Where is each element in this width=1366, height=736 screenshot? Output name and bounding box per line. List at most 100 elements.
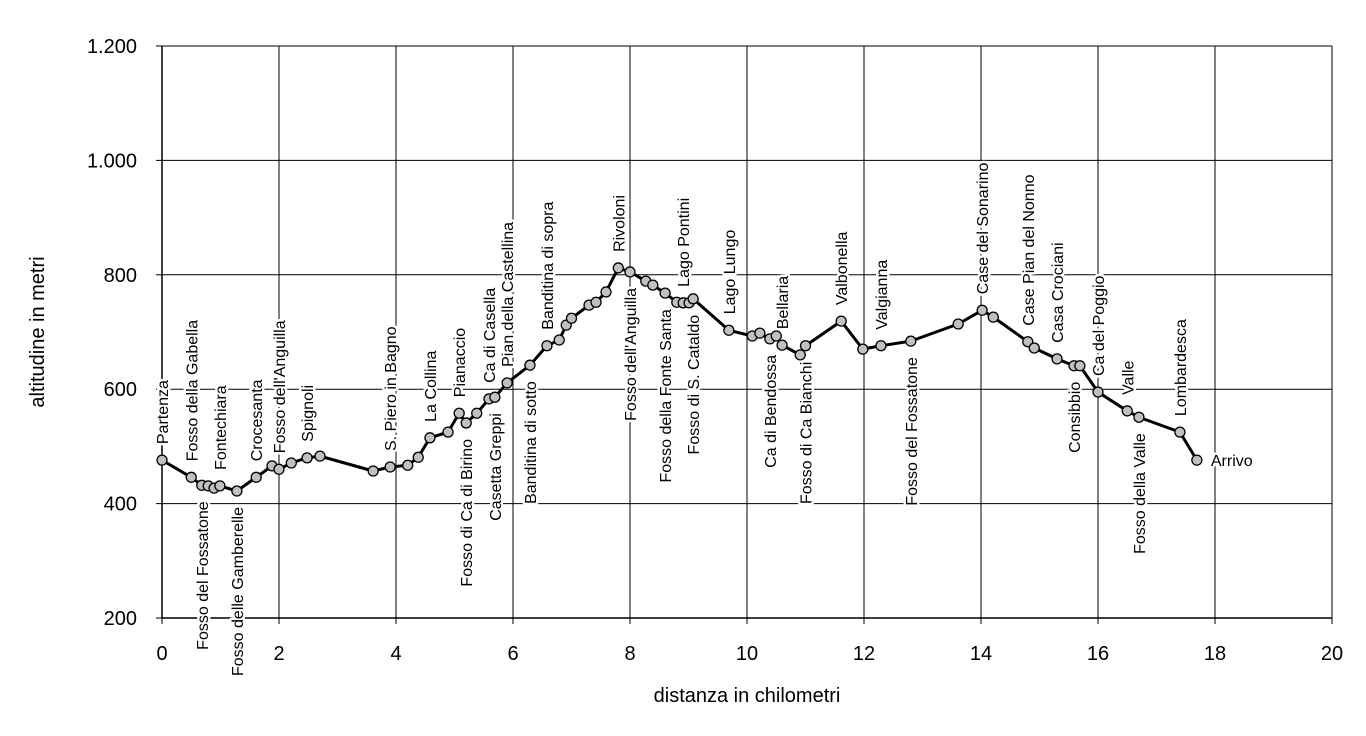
point-marker	[214, 480, 226, 492]
point-label: Valle	[1120, 360, 1137, 394]
point-marker	[250, 471, 262, 483]
point-marker	[524, 359, 536, 371]
point-marker	[489, 391, 501, 403]
y-tick-label: 200	[104, 608, 137, 630]
point-label: Fosso della Gabella	[184, 320, 201, 462]
x-tick-label: 8	[624, 643, 635, 665]
point-label: Ca di Bendossa	[763, 355, 780, 468]
point-marker	[794, 349, 806, 361]
point-label: Fosso del Fossatone	[195, 501, 212, 650]
point-marker	[231, 485, 243, 497]
point-marker	[952, 318, 964, 330]
point-marker	[754, 327, 766, 339]
point-marker	[453, 407, 465, 419]
point-marker	[301, 452, 313, 464]
point-marker	[424, 432, 436, 444]
point-marker	[687, 293, 699, 305]
x-axis-title: distanza in chilometri	[654, 685, 841, 707]
point-label: Casa Crociani	[1050, 242, 1067, 342]
x-tick-label: 6	[507, 643, 518, 665]
point-marker	[384, 461, 396, 473]
point-label: Ca di Casella	[482, 288, 499, 383]
point-label: Fosso di S. Cataldo	[686, 315, 703, 455]
point-marker	[412, 451, 424, 463]
point-marker	[905, 335, 917, 347]
point-marker	[185, 471, 197, 483]
y-tick-label: 1.200	[87, 36, 137, 58]
point-label: Valbonella	[834, 231, 851, 305]
point-label: Casetta Greppi	[488, 413, 505, 521]
x-tick-label: 2	[273, 643, 284, 665]
x-tick-label: 16	[1087, 643, 1109, 665]
point-marker	[770, 330, 782, 342]
point-label: S. Piero in Bagno	[383, 326, 400, 451]
point-marker	[1092, 386, 1104, 398]
point-label: Partenza	[155, 380, 172, 444]
x-tick-label: 4	[390, 643, 401, 665]
point-label: Lombardesca	[1173, 319, 1190, 416]
point-marker	[460, 417, 472, 429]
point-label: Lago Lungo	[722, 230, 739, 315]
point-marker	[553, 334, 565, 346]
point-label: Fosso dell'Anguilla	[272, 320, 289, 453]
x-tick-label: 0	[156, 643, 167, 665]
point-label: Consibbio	[1067, 382, 1084, 453]
point-marker	[987, 311, 999, 323]
point-label: Pianaccio	[452, 328, 469, 397]
point-label: Bellaria	[775, 276, 792, 329]
point-label: Ca del Poggio	[1091, 275, 1108, 376]
point-marker	[799, 340, 812, 352]
point-label: Fosso del Fossatone	[904, 357, 921, 506]
y-axis-title: altitudine in metri	[27, 256, 49, 407]
point-marker	[857, 343, 869, 355]
point-label: Banditina di sotto	[523, 381, 540, 504]
y-tick-label: 1.000	[87, 150, 137, 172]
point-marker	[624, 266, 636, 278]
point-marker	[156, 454, 168, 466]
point-marker	[471, 407, 483, 419]
point-marker	[600, 286, 612, 298]
point-marker	[875, 340, 887, 352]
point-marker	[541, 340, 553, 352]
point-label: Fosso di Ca Bianchi	[799, 362, 816, 504]
y-tick-label: 600	[104, 379, 137, 401]
point-label: Lago Pontini	[676, 198, 693, 287]
point-label: Case del Sonarino	[975, 163, 992, 295]
point-marker	[442, 426, 454, 438]
point-marker	[659, 287, 671, 299]
point-label: Banditina di sopra	[540, 202, 557, 330]
point-marker	[612, 262, 624, 274]
point-marker	[501, 377, 513, 389]
point-label: Case Pian del Nonno	[1021, 174, 1038, 325]
point-label: La Collina	[423, 351, 440, 422]
point-marker	[314, 450, 326, 462]
point-marker	[565, 312, 578, 324]
point-marker	[976, 304, 988, 316]
point-marker	[776, 339, 788, 351]
point-label: Crocesanta	[249, 379, 266, 461]
point-label: Fosso della Fonte Santa	[658, 309, 675, 483]
point-label: Fosso delle Gamberelle	[230, 507, 247, 676]
point-marker	[1121, 405, 1133, 417]
point-marker	[723, 324, 735, 336]
point-marker	[647, 279, 659, 291]
point-marker	[590, 296, 602, 308]
point-label: Rivoloni	[611, 195, 628, 252]
point-label: Pian della Castellina	[500, 222, 517, 367]
point-marker	[1028, 342, 1040, 354]
point-marker	[402, 459, 414, 471]
x-tick-label: 18	[1204, 643, 1226, 665]
point-marker	[1191, 454, 1203, 466]
point-marker	[1051, 353, 1063, 365]
point-marker	[273, 463, 285, 475]
point-marker	[835, 315, 847, 327]
x-tick-label: 14	[970, 643, 992, 665]
y-tick-label: 400	[104, 494, 137, 516]
point-marker	[1133, 411, 1145, 423]
y-tick-label: 800	[104, 265, 137, 287]
point-label: Fontechiara	[213, 385, 230, 470]
point-marker	[1074, 360, 1086, 372]
x-tick-label: 12	[853, 643, 875, 665]
point-marker	[1174, 426, 1186, 438]
